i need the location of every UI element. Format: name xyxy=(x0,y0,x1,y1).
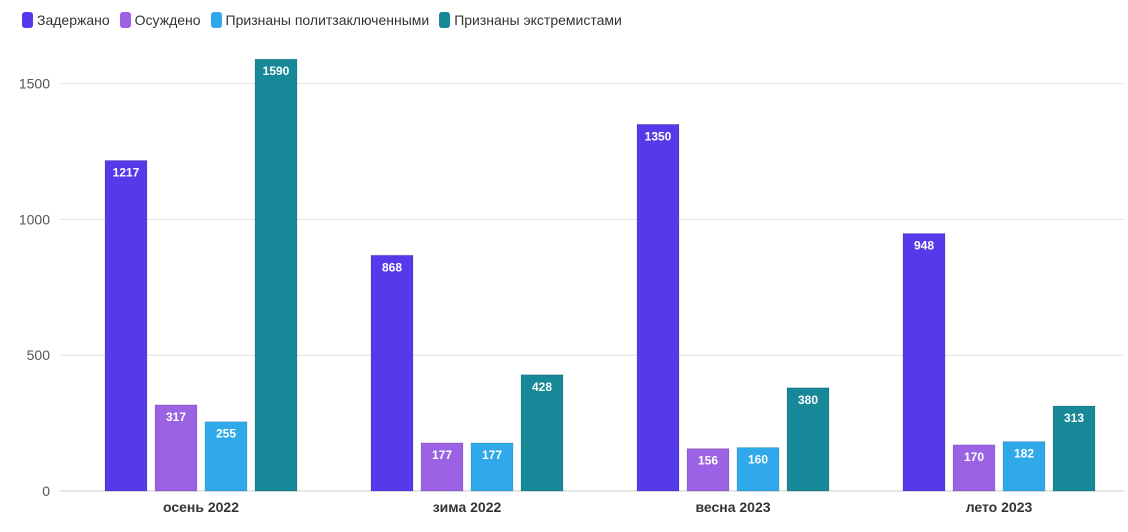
legend-swatch-extremists xyxy=(439,12,451,28)
x-category-label: весна 2023 xyxy=(695,499,770,515)
bar-value-label: 1590 xyxy=(263,64,290,78)
legend-label-detained: Задержано xyxy=(37,12,110,28)
bar-value-label: 313 xyxy=(1064,411,1084,425)
legend-swatch-detained xyxy=(22,12,33,28)
legend-label-extremists: Признаны экстремистами xyxy=(454,12,622,28)
bar-value-label: 182 xyxy=(1014,447,1034,461)
bar-value-label: 1350 xyxy=(645,129,672,143)
bar-value-label: 160 xyxy=(748,453,768,467)
y-tick-label: 1500 xyxy=(19,76,50,92)
bar[interactable] xyxy=(470,442,514,492)
bar[interactable] xyxy=(204,421,248,492)
bar-value-label: 156 xyxy=(698,454,718,468)
bar-value-label: 868 xyxy=(382,260,402,274)
bar[interactable] xyxy=(686,448,730,492)
bar[interactable] xyxy=(254,58,298,492)
x-category-label: лето 2023 xyxy=(966,499,1033,515)
legend-label-convicted: Осуждено xyxy=(134,12,201,28)
bar-value-label: 317 xyxy=(166,410,186,424)
bar[interactable] xyxy=(786,387,830,492)
legend-label-political-prisoners: Признаны политзаключенными xyxy=(225,12,430,28)
bar-value-label: 380 xyxy=(798,393,818,407)
bar-value-label: 177 xyxy=(432,448,452,462)
bar-value-label: 177 xyxy=(482,448,502,462)
bar[interactable] xyxy=(104,159,148,492)
bar-value-label: 255 xyxy=(216,427,236,441)
legend-swatch-convicted xyxy=(119,12,131,28)
bar-value-label: 428 xyxy=(532,380,552,394)
y-tick-label: 1000 xyxy=(19,211,50,227)
legend: Задержано Осуждено Признаны политзаключе… xyxy=(22,12,632,28)
bar[interactable] xyxy=(1002,441,1046,492)
legend-swatch-political-prisoners xyxy=(210,12,222,28)
bar-value-label: 1217 xyxy=(113,165,140,179)
legend-item-convicted[interactable]: Осуждено xyxy=(119,12,201,28)
bar[interactable] xyxy=(736,447,780,492)
bar[interactable] xyxy=(1052,405,1096,492)
legend-item-political-prisoners[interactable]: Признаны политзаключенными xyxy=(210,12,430,28)
bar-value-label: 948 xyxy=(914,239,934,253)
y-tick-label: 500 xyxy=(27,347,51,363)
bar[interactable] xyxy=(636,123,680,492)
bar[interactable] xyxy=(420,442,464,492)
y-tick-label: 0 xyxy=(42,483,50,499)
x-category-label: зима 2022 xyxy=(433,499,502,515)
legend-item-extremists[interactable]: Признаны экстремистами xyxy=(439,12,622,28)
bar[interactable] xyxy=(952,444,996,492)
bar[interactable] xyxy=(902,233,946,492)
bar[interactable] xyxy=(370,254,414,492)
legend-item-detained[interactable]: Задержано xyxy=(22,12,110,28)
x-category-label: осень 2022 xyxy=(163,499,239,515)
bar-value-label: 170 xyxy=(964,450,984,464)
bar[interactable] xyxy=(154,404,198,492)
bar[interactable] xyxy=(520,374,564,492)
